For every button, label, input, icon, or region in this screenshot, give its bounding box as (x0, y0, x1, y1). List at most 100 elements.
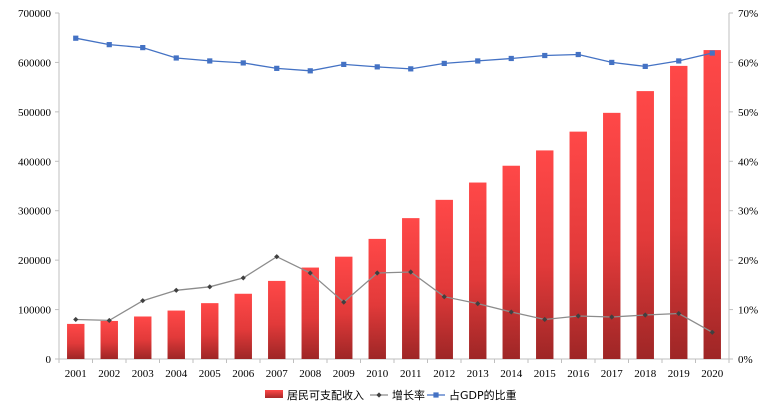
gdp-share-point-2016 (575, 51, 581, 58)
gdp-share-point-2014 (508, 55, 514, 62)
gdp-share-point-2006 (240, 60, 246, 66)
gdp-share-point-2012 (441, 60, 447, 67)
bar-2005 (201, 303, 219, 359)
bar-2011 (402, 218, 420, 359)
growth-rate-point-2020 (709, 329, 715, 335)
x-tick-label-2005: 2005 (199, 368, 222, 380)
gdp-share-point-2004 (173, 55, 179, 61)
x-tick-label-2020: 2020 (701, 368, 724, 380)
x-tick-label-2001: 2001 (65, 368, 87, 380)
x-tick-label-2006: 2006 (232, 368, 255, 380)
bar-2006 (234, 293, 252, 359)
x-tick-labels: 2001 2002 2003 2004 2005 2006 2007 2008 2009 2010… (65, 368, 724, 380)
gdp-share-point-2002 (106, 42, 112, 48)
bar-2020 (703, 50, 721, 359)
growth-rate-point-2002 (106, 317, 112, 324)
growth-rate-point-2013 (475, 301, 481, 307)
left-axis-tick-label: 300000 (18, 206, 52, 218)
x-tick-label-2008: 2008 (299, 368, 322, 380)
gdp-share-point-2015 (542, 52, 548, 59)
left-axis-tick-label: 600000 (18, 57, 52, 69)
gdp-share-point-2017 (609, 59, 615, 66)
gdp-share-point-2009 (341, 61, 347, 68)
right-axis-tick-label: 70% (738, 8, 758, 20)
right-axis-tick-label: 40% (738, 156, 758, 168)
legend-swatch-growth-marker (376, 392, 382, 398)
x-tick-label-2013: 2013 (467, 368, 490, 380)
gdp-share-point-2011 (408, 66, 414, 72)
legend-label-growth: 增长率 (392, 388, 425, 402)
bar-2012 (435, 199, 453, 359)
left-axis-tick-label: 500000 (18, 107, 52, 119)
growth-rate-point-2018 (642, 312, 648, 318)
bar-2013 (469, 182, 487, 359)
legend-label-gdp-share: 占GDP的比重 (449, 388, 517, 402)
bar-2015 (536, 150, 554, 359)
x-tick-label-2012: 2012 (433, 368, 455, 380)
growth-rate-point-2007 (274, 254, 280, 260)
bar-2007 (268, 280, 286, 359)
left-axis-tick-label: 700000 (18, 8, 52, 20)
x-tick-label-2011: 2011 (400, 368, 422, 380)
growth-rate-point-2003 (140, 298, 146, 304)
growth-rate-line (75, 255, 713, 333)
growth-rate-point-2006 (240, 275, 246, 281)
left-axis-tick-label: 200000 (18, 255, 52, 267)
axes: 0 100000 200000 300000 400000 500000 600000 700… (18, 8, 758, 366)
gdp-share-point-2019 (676, 58, 682, 64)
growth-rate-point-2012 (441, 294, 447, 300)
growth-rate-point-2016 (575, 313, 581, 319)
x-tick-label-2014: 2014 (500, 368, 523, 380)
gdp-share-line (75, 37, 713, 72)
left-axis-tick-label: 0 (46, 354, 52, 366)
lines (73, 35, 715, 335)
bar-2003 (134, 316, 152, 359)
bar-2001 (67, 323, 85, 359)
gdp-share-point-2013 (475, 58, 481, 64)
gdp-share-point-2007 (274, 65, 280, 71)
gdp-share-point-2020 (709, 50, 715, 56)
growth-rate-point-2015 (542, 316, 548, 323)
gdp-share-point-2010 (374, 64, 380, 70)
left-axis-tick-label: 100000 (18, 305, 52, 317)
growth-rate-point-2017 (609, 314, 615, 320)
x-tick-label-2009: 2009 (333, 368, 356, 380)
x-tick-label-2015: 2015 (534, 368, 557, 380)
bar-2002 (100, 320, 118, 359)
growth-rate-point-2011 (408, 269, 414, 275)
growth-rate-point-2014 (508, 309, 514, 315)
growth-rate-point-2009 (341, 299, 347, 305)
bar-2017 (603, 112, 621, 360)
legend: 居民可支配收入 增长率 占GDP的比重 (265, 388, 517, 402)
gdp-share-point-2003 (140, 45, 146, 51)
growth-rate-point-2001 (73, 316, 79, 323)
bar-2018 (636, 91, 654, 360)
growth-rate-point-2004 (173, 287, 179, 293)
right-axis-tick-label: 30% (738, 206, 758, 218)
x-tick-label-2016: 2016 (567, 368, 590, 380)
x-tick-label-2010: 2010 (366, 368, 389, 380)
growth-rate-point-2008 (307, 270, 313, 276)
x-tick-label-2019: 2019 (668, 368, 691, 380)
growth-rate-point-2010 (374, 270, 380, 276)
left-axis-tick-label: 400000 (18, 156, 52, 168)
bars (67, 50, 721, 360)
x-tick-label-2004: 2004 (165, 368, 188, 380)
x-tick-label-2018: 2018 (634, 368, 657, 380)
x-tick-label-2017: 2017 (601, 368, 624, 380)
bar-2014 (502, 165, 520, 359)
right-axis-tick-label: 60% (738, 57, 758, 69)
right-axis-tick-label: 10% (738, 305, 758, 317)
right-axis-tick-label: 50% (738, 107, 758, 119)
x-tick-label-2007: 2007 (266, 368, 289, 380)
legend-swatch-bar (265, 390, 283, 398)
bar-2008 (301, 267, 319, 359)
bar-2009 (335, 256, 353, 359)
gdp-share-point-2001 (73, 35, 79, 41)
gdp-share-point-2008 (307, 68, 313, 74)
right-axis-tick-label: 20% (738, 255, 758, 267)
bar-2004 (167, 310, 185, 359)
bar-2010 (368, 238, 386, 359)
x-tick-label-2003: 2003 (132, 368, 155, 380)
